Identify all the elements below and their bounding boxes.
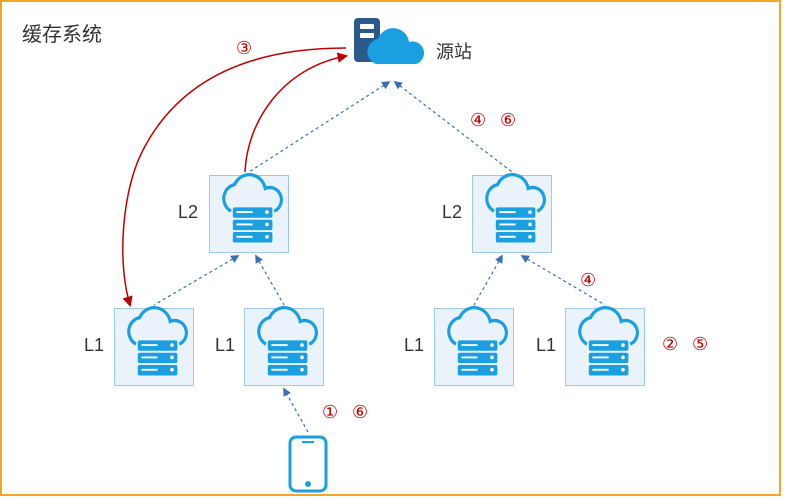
l1-node xyxy=(434,308,514,386)
l2-label: L2 xyxy=(178,202,198,223)
annotation: ⑥ xyxy=(352,402,368,423)
edge xyxy=(284,389,308,432)
annotation: ③ xyxy=(236,38,252,59)
l1-label: L1 xyxy=(215,335,235,356)
l1-node xyxy=(565,308,645,386)
annotation: ⑥ xyxy=(500,110,516,131)
annotation: ④ xyxy=(580,270,596,291)
l1-label: L1 xyxy=(84,335,104,356)
l2-label: L2 xyxy=(442,202,462,223)
edge xyxy=(154,256,238,305)
l1-label: L1 xyxy=(536,335,556,356)
edge xyxy=(395,82,512,172)
annotation: ④ xyxy=(470,110,486,131)
origin-label: 源站 xyxy=(436,38,472,64)
svg-layer xyxy=(2,2,783,498)
l2-node xyxy=(209,175,289,253)
diagram-title: 缓存系统 xyxy=(22,18,102,47)
edge xyxy=(249,82,389,172)
edge xyxy=(245,56,346,172)
l2-node xyxy=(472,175,552,253)
l1-node xyxy=(114,308,194,386)
annotation: ⑤ xyxy=(692,334,708,355)
annotation: ② xyxy=(662,334,678,355)
l1-label: L1 xyxy=(404,335,424,356)
diagram-frame: 缓存系统 L2L2L1L1L1L1源站③④⑥④②⑤①⑥ xyxy=(0,0,781,496)
l1-node xyxy=(244,308,324,386)
annotation: ① xyxy=(322,402,338,423)
edge xyxy=(474,256,502,305)
edge xyxy=(256,256,284,305)
